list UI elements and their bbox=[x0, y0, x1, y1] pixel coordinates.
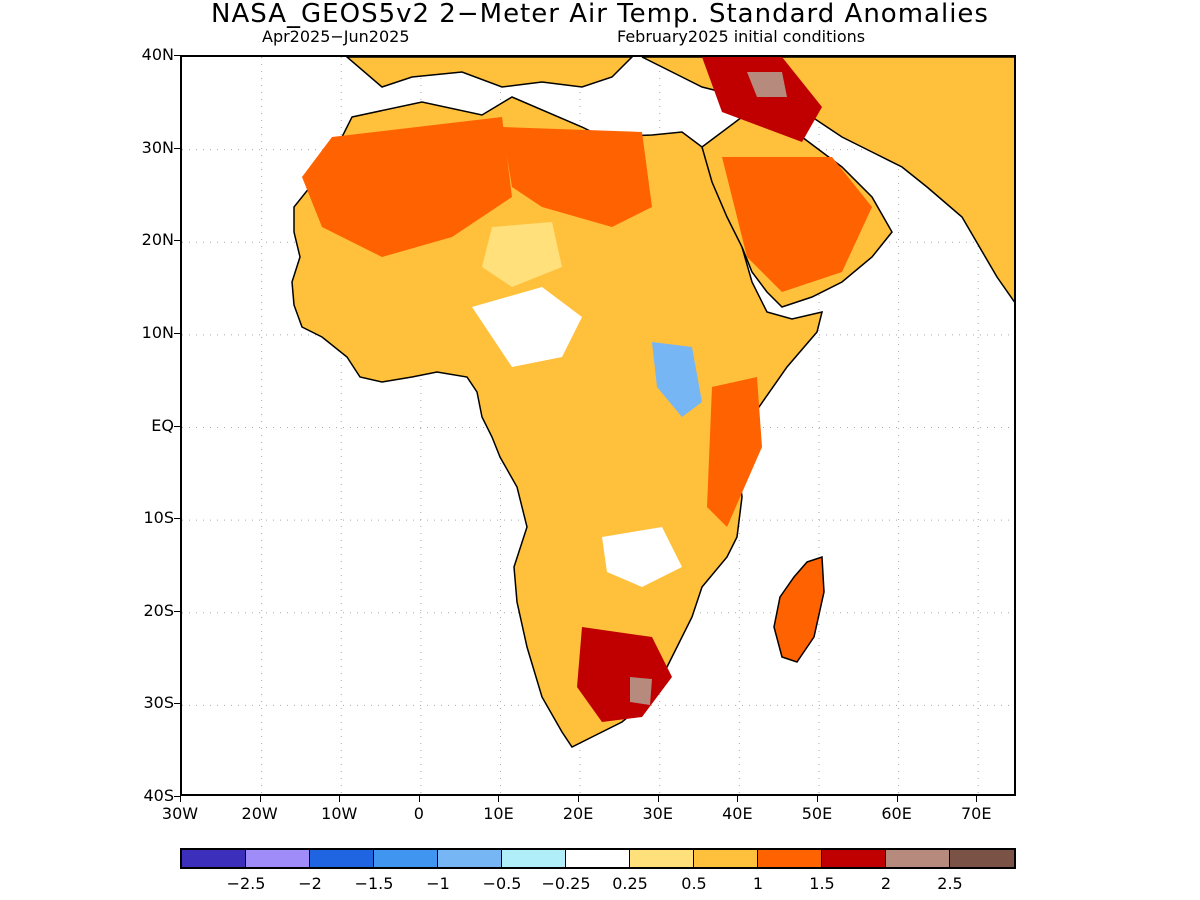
europe-landmass bbox=[345, 57, 634, 88]
lat-tick bbox=[174, 610, 180, 612]
legend-swatch bbox=[566, 850, 630, 867]
lat-tick-label: 20S bbox=[143, 600, 174, 620]
legend-label: −2 bbox=[298, 874, 322, 893]
legend-label: −0.25 bbox=[541, 874, 591, 893]
forecast-period: Apr2025−Jun2025 bbox=[262, 27, 410, 46]
legend-label: 2.5 bbox=[937, 874, 963, 893]
legend-swatch bbox=[310, 850, 374, 867]
lon-tick-label: 0 bbox=[413, 804, 424, 823]
legend-label: 2 bbox=[880, 874, 892, 893]
lat-tick bbox=[174, 55, 180, 56]
anomaly-map bbox=[180, 55, 1016, 796]
lon-tick bbox=[816, 796, 818, 802]
legend-swatch bbox=[438, 850, 502, 867]
lat-tick bbox=[174, 796, 180, 797]
lat-tick bbox=[174, 240, 180, 242]
lon-tick bbox=[418, 796, 420, 802]
lat-tick-label: 10S bbox=[143, 508, 174, 528]
map-title: NASA_GEOS5v2 2−Meter Air Temp. Standard … bbox=[211, 0, 989, 29]
lon-tick-label: 20E bbox=[562, 804, 594, 823]
lon-tick bbox=[578, 796, 580, 802]
legend-swatch bbox=[886, 850, 950, 867]
lon-tick bbox=[737, 796, 739, 802]
legend-swatch bbox=[822, 850, 886, 867]
map-canvas bbox=[182, 57, 1014, 794]
lat-tick bbox=[174, 332, 180, 334]
legend-label: 0.25 bbox=[612, 874, 648, 893]
lon-tick-label: 40E bbox=[722, 804, 753, 823]
lon-tick-label: 20W bbox=[241, 804, 278, 823]
lon-tick-label: 30W bbox=[161, 804, 199, 823]
lon-tick bbox=[339, 796, 341, 802]
legend-label: 1 bbox=[752, 874, 764, 893]
initial-conditions: February2025 initial conditions bbox=[617, 27, 866, 46]
lon-tick-label: 60E bbox=[881, 804, 912, 823]
legend-label: −1 bbox=[426, 874, 450, 893]
lat-tick-label: 40N bbox=[141, 45, 174, 64]
lat-tick bbox=[174, 425, 180, 427]
legend-swatch bbox=[182, 850, 246, 867]
legend-swatch bbox=[502, 850, 566, 867]
lat-tick-label: 30S bbox=[143, 693, 174, 713]
legend-swatch bbox=[374, 850, 438, 867]
color-legend bbox=[180, 848, 1016, 869]
legend-label: 1.5 bbox=[809, 874, 835, 893]
lon-tick-label: 10E bbox=[483, 804, 514, 823]
lat-tick-label: 10N bbox=[141, 322, 174, 342]
lat-tick bbox=[174, 147, 180, 149]
legend-swatch bbox=[630, 850, 694, 867]
lat-tick-label: 20N bbox=[141, 230, 174, 250]
lat-tick-label: 40S bbox=[143, 786, 174, 805]
lat-tick bbox=[174, 703, 180, 705]
lon-tick-label: 10W bbox=[321, 804, 358, 823]
legend-label: −0.5 bbox=[482, 874, 522, 893]
madagascar-landmass bbox=[773, 555, 825, 663]
legend-swatch bbox=[758, 850, 822, 867]
anomaly-patches bbox=[302, 57, 872, 722]
lon-tick bbox=[498, 796, 500, 802]
lon-tick-label: 30E bbox=[642, 804, 673, 823]
legend-swatch bbox=[694, 850, 758, 867]
legend-label: −2.5 bbox=[226, 874, 266, 893]
lat-tick-label: EQ bbox=[151, 415, 174, 435]
lat-tick bbox=[174, 518, 180, 520]
lon-tick bbox=[976, 796, 978, 802]
lon-tick bbox=[259, 796, 261, 802]
lon-tick bbox=[657, 796, 659, 802]
lon-tick bbox=[896, 796, 898, 802]
legend-swatch bbox=[246, 850, 310, 867]
lon-tick-label: 70E bbox=[960, 804, 992, 823]
legend-label: −1.5 bbox=[354, 874, 394, 893]
lon-tick bbox=[180, 796, 181, 802]
legend-label: 0.5 bbox=[681, 874, 707, 893]
legend-swatch bbox=[950, 850, 1014, 867]
lon-tick-label: 50E bbox=[801, 804, 833, 823]
lat-tick-label: 30N bbox=[141, 137, 174, 157]
